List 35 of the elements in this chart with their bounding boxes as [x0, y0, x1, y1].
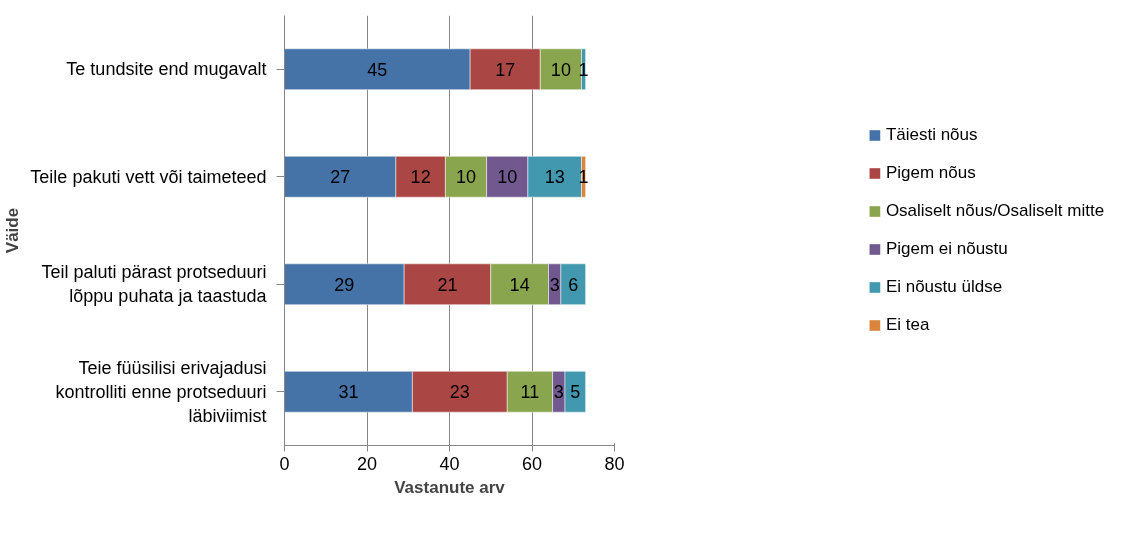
- legend-label: Pigem ei nõustu: [885, 239, 1008, 259]
- x-axis-title: Vastanute arv: [394, 477, 506, 497]
- data-label: 10: [497, 167, 518, 188]
- data-label: 21: [437, 274, 458, 295]
- data-label: 3: [549, 274, 560, 295]
- x-tick-label: 80: [604, 453, 625, 474]
- data-label: 5: [570, 382, 581, 403]
- data-label: 10: [455, 167, 477, 188]
- y-tick-label: Teie füüsilisi erivajadusi kontrolliti enne protseduuri läbiviimist: [55, 357, 267, 426]
- data-label: 3: [553, 382, 564, 403]
- legend-label: Osaliselt nõus/Osaliselt mitte: [885, 201, 1105, 221]
- data-label: 11: [520, 382, 540, 403]
- data-label: 27: [330, 167, 351, 188]
- data-label: 10: [550, 59, 571, 80]
- legend-label: Ei nõustu üldse: [885, 277, 1003, 297]
- y-tick-label: Te tundsite end mugavalt: [66, 59, 267, 80]
- legend-label: Pigem nõus: [885, 163, 976, 183]
- data-label: 14: [509, 274, 530, 295]
- x-tick-label: 60: [521, 453, 543, 474]
- data-label: 17: [495, 59, 516, 80]
- legend-label: Ei tea: [885, 315, 930, 335]
- data-label: 12: [410, 167, 431, 188]
- legend-label: Täiesti nõus: [885, 125, 978, 145]
- y-axis-title: Väide: [3, 207, 23, 254]
- x-tick-label: 40: [439, 453, 460, 474]
- y-tick-label: Teile pakuti vett või taimeteed: [30, 166, 267, 187]
- y-tick-label: Teil paluti pärast protseduuri lõppu puhata ja taastuda: [41, 262, 268, 307]
- x-tick-label: 20: [356, 453, 378, 474]
- data-label: 31: [338, 382, 359, 403]
- data-label: 29: [334, 274, 355, 295]
- data-label: 45: [367, 59, 388, 80]
- x-tick-label: 0: [279, 453, 290, 474]
- data-label: 23: [449, 382, 470, 403]
- data-label: 6: [568, 274, 579, 295]
- data-label: 13: [544, 167, 565, 188]
